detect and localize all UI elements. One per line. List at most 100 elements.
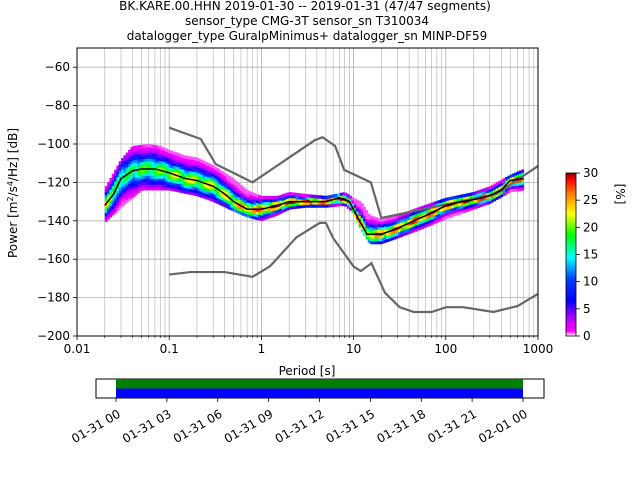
pdf-cell [432, 201, 436, 205]
pdf-cell [155, 181, 159, 185]
pdf-cell [432, 212, 436, 216]
pdf-cell [435, 201, 438, 205]
pdf-cell [130, 149, 134, 154]
pdf-cell [256, 211, 259, 215]
pdf-cell [246, 193, 250, 197]
pdf-cell [158, 175, 162, 179]
pdf-cell [386, 232, 390, 236]
pdf-cell [144, 175, 148, 180]
pdf-cell [167, 152, 171, 156]
pdf-cell [421, 217, 425, 221]
pdf-cell [111, 206, 115, 210]
pdf-cell [211, 176, 215, 180]
pdf-cell [186, 170, 189, 174]
pdf-cell [367, 213, 371, 217]
pdf-cell [148, 152, 152, 157]
pdf-cell [265, 207, 269, 211]
pdf-cell [228, 181, 231, 185]
pdf-cell [512, 179, 515, 183]
pdf-cell [174, 160, 178, 164]
pdf-cell [137, 160, 141, 164]
pdf-cell [258, 214, 262, 218]
pdf-cell [158, 181, 162, 185]
pdf-cell [151, 161, 155, 165]
pdf-cell [121, 166, 124, 170]
pdf-cell [286, 198, 290, 202]
pdf-cell [519, 187, 522, 191]
pdf-cell [281, 194, 285, 198]
pdf-cell [223, 195, 227, 199]
pdf-cell [428, 222, 432, 227]
pdf-cell [104, 206, 108, 211]
pdf-cell [155, 159, 159, 163]
pdf-cell [393, 215, 397, 220]
pdf-cell [316, 198, 320, 202]
pdf-cell [158, 148, 162, 153]
pdf-cell [386, 220, 390, 224]
pdf-cell [214, 194, 217, 198]
pdf-cell [221, 194, 224, 198]
pdf-cell [111, 176, 115, 181]
pdf-cell [451, 196, 455, 200]
y-tick-label: −140 [37, 214, 70, 228]
pdf-cell [407, 219, 411, 223]
pdf-cell [258, 197, 262, 202]
pdf-cell [214, 169, 217, 173]
pdf-cell [318, 195, 322, 199]
pdf-cell [279, 210, 283, 215]
pdf-cell [169, 159, 173, 163]
pdf-cell [467, 204, 471, 209]
pdf-cell [346, 205, 350, 209]
pdf-cell [251, 212, 255, 216]
pdf-cell [225, 196, 229, 200]
pdf-cell [251, 206, 255, 211]
pdf-cell [519, 179, 522, 183]
pdf-cell [218, 201, 222, 206]
pdf-cell [221, 185, 224, 189]
pdf-cell [123, 192, 127, 197]
pdf-cell [391, 234, 394, 238]
pdf-cell [123, 187, 127, 191]
pdf-cell [176, 172, 180, 176]
pdf-cell [505, 188, 508, 192]
pdf-cell [465, 202, 469, 206]
pdf-cell [237, 188, 241, 192]
pdf-cell [256, 202, 259, 206]
pdf-cell [384, 234, 387, 238]
pdf-cell [328, 204, 331, 208]
pdf-cell [202, 172, 206, 176]
pdf-cell [372, 238, 376, 242]
pdf-cell [116, 168, 120, 172]
pdf-cell [384, 237, 387, 241]
pdf-cell [386, 238, 390, 243]
pdf-cell [114, 204, 117, 208]
pdf-cell [356, 205, 359, 209]
pdf-cell [395, 215, 399, 219]
pdf-cell [279, 200, 283, 204]
pdf-cell [135, 185, 138, 190]
pdf-cell [123, 163, 127, 168]
pdf-cell [223, 204, 227, 208]
x-tick-label: 100 [434, 342, 457, 356]
pdf-cell [223, 201, 227, 205]
pdf-cell [409, 221, 413, 225]
pdf-cell [228, 200, 231, 204]
pdf-cell [204, 170, 208, 174]
pdf-cell [214, 188, 217, 192]
pdf-cell [416, 213, 420, 217]
pdf-cell [125, 190, 129, 194]
pdf-cell [428, 220, 432, 224]
pdf-cell [123, 155, 127, 159]
pdf-cell [167, 178, 171, 182]
pdf-cell [363, 215, 366, 219]
pdf-cell [176, 164, 180, 168]
pdf-cell [116, 190, 120, 195]
pdf-cell [451, 199, 455, 203]
pdf-cell [281, 197, 285, 201]
pdf-cell [137, 183, 141, 188]
pdf-cell [263, 207, 266, 212]
pdf-cell [316, 195, 320, 199]
pdf-cell [214, 199, 217, 203]
